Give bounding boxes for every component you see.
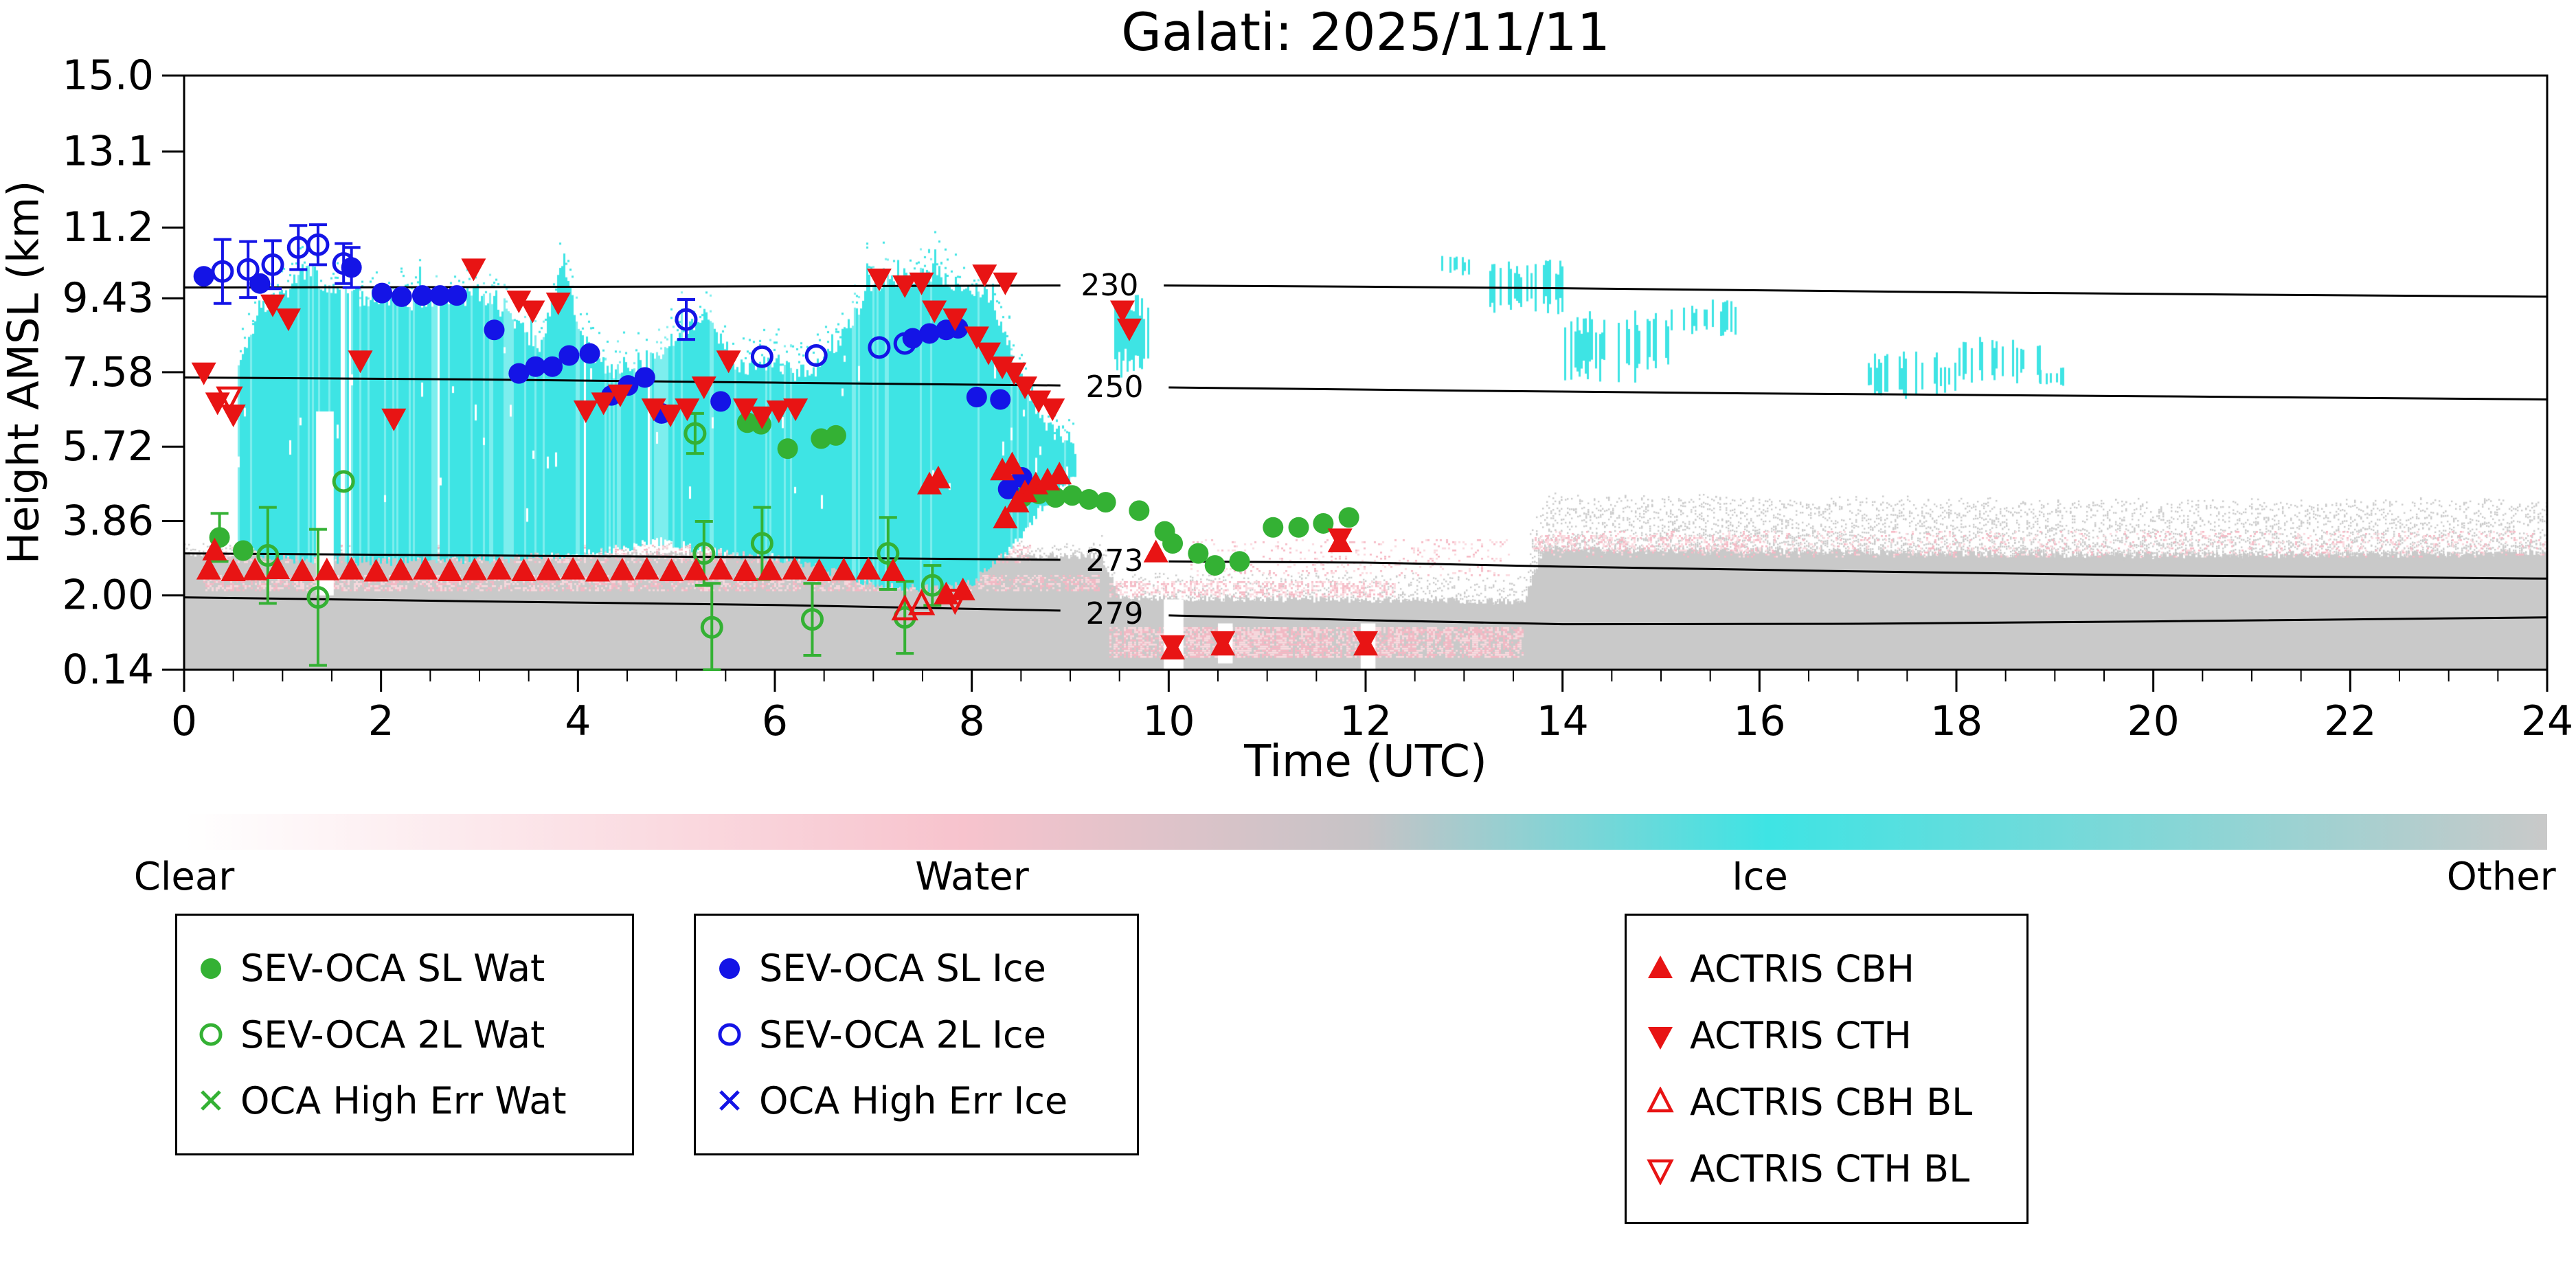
legend-marker-x-icon bbox=[719, 1090, 740, 1111]
legend-box-water: SEV-OCA SL Wat SEV-OCA 2L Wat OCA High Err… bbox=[175, 914, 634, 1155]
x-tick-label: 16 bbox=[1733, 697, 1785, 745]
y-tick-label: 13.1 bbox=[62, 128, 154, 176]
legend-item-label: ACTRIS CBH BL bbox=[1690, 1081, 1973, 1124]
legend-marker--icon bbox=[1648, 955, 1673, 978]
series-actris-cth-bl bbox=[216, 386, 969, 615]
legend-marker-open-icon bbox=[1647, 1086, 1674, 1112]
x-tick-label: 6 bbox=[762, 697, 788, 745]
y-tick-label: 5.72 bbox=[62, 422, 154, 471]
y-tick-label: 2.00 bbox=[62, 572, 154, 620]
series-actris-cbh bbox=[196, 451, 1378, 660]
x-tick-label: 10 bbox=[1142, 697, 1195, 745]
isotherm-label: 250 bbox=[1086, 370, 1144, 405]
y-tick-label: 7.58 bbox=[62, 348, 154, 396]
legend-marker-o-icon bbox=[719, 958, 740, 979]
x-tick-label: 0 bbox=[171, 697, 197, 745]
legend-box-ice: SEV-OCA SL Ice SEV-OCA 2L Ice OCA High Err… bbox=[694, 914, 1139, 1155]
y-axis-label: Height AMSL (km) bbox=[0, 180, 49, 565]
legend-marker-x-icon bbox=[201, 1090, 221, 1111]
legend-marker-vopen-icon bbox=[1647, 1159, 1674, 1185]
x-tick-label: 20 bbox=[2127, 697, 2179, 745]
legend-item: SEV-OCA 2L Ice bbox=[714, 1013, 1119, 1057]
isotherm-279: 279 bbox=[183, 596, 2548, 631]
legend-item-label: SEV-OCA 2L Wat bbox=[240, 1013, 545, 1057]
y-tick-label: 15.0 bbox=[62, 52, 154, 100]
x-tick-label: 22 bbox=[2324, 697, 2376, 745]
legend-item: ACTRIS CTH bbox=[1645, 1014, 2009, 1057]
legend-item-label: SEV-OCA 2L Ice bbox=[759, 1013, 1046, 1057]
legend-marker-v-icon bbox=[1648, 1026, 1673, 1050]
series-sev-oca-sl-ice bbox=[193, 246, 1032, 499]
legend-marker-oopen-icon bbox=[199, 1023, 223, 1046]
legend-item: OCA High Err Wat bbox=[195, 1079, 614, 1122]
legend-item-label: ACTRIS CBH bbox=[1690, 947, 1914, 991]
legend-marker-oopen-icon bbox=[718, 1023, 741, 1046]
y-tick-label: 3.86 bbox=[62, 497, 154, 545]
legend-item-label: SEV-OCA SL Wat bbox=[240, 947, 545, 991]
legend-item: SEV-OCA 2L Wat bbox=[195, 1013, 614, 1057]
y-tick-label: 0.14 bbox=[62, 646, 154, 694]
colorbar-label-ice: Ice bbox=[1732, 855, 1788, 899]
x-axis: 0 2 4 6 8 10 12 14 16 18 20 22 24 bbox=[171, 670, 2573, 745]
legend-item-label: ACTRIS CTH bbox=[1690, 1014, 1912, 1057]
x-tick-label: 18 bbox=[1930, 697, 1982, 745]
chart-title: Galati: 2025/11/11 bbox=[1121, 1, 1610, 63]
legend-item: ACTRIS CBH BL bbox=[1645, 1081, 2009, 1124]
x-tick-label: 8 bbox=[959, 697, 985, 745]
series-actris-cth bbox=[191, 258, 1378, 658]
legend-item-label: ACTRIS CTH BL bbox=[1690, 1147, 1970, 1190]
isotherm-label: 273 bbox=[1086, 543, 1144, 578]
x-axis-label: Time (UTC) bbox=[1244, 736, 1487, 787]
legend-item-label: SEV-OCA SL Ice bbox=[759, 947, 1046, 991]
legend-item: SEV-OCA SL Ice bbox=[714, 947, 1119, 990]
series-actris-cbh-bl bbox=[891, 589, 936, 621]
legend-item-label: OCA High Err Ice bbox=[759, 1078, 1068, 1122]
isotherm-230: 230 bbox=[183, 268, 2548, 303]
x-tick-label: 12 bbox=[1340, 697, 1392, 745]
colorbar-label-water: Water bbox=[915, 855, 1029, 899]
legend-marker-o-icon bbox=[201, 958, 221, 979]
colorbar-label-other: Other bbox=[2446, 855, 2556, 899]
series-sev-oca-2l-wat bbox=[256, 411, 944, 671]
y-tick-label: 11.2 bbox=[62, 203, 154, 251]
y-axis: 15.0 13.1 11.2 9.43 7.58 5.72 3.86 2.00 0.14 bbox=[62, 52, 184, 694]
legend-box-actris: ACTRIS CBH ACTRIS CTH ACTRIS CBH BL ACTRIS … bbox=[1625, 914, 2029, 1224]
legend-item: OCA High Err Ice bbox=[714, 1079, 1119, 1122]
x-tick-label: 2 bbox=[368, 697, 394, 745]
legend-item-label: OCA High Err Wat bbox=[240, 1078, 567, 1122]
series-sev-oca-2l-ice bbox=[211, 223, 916, 368]
series-sev-oca-sl-wat bbox=[209, 412, 1359, 576]
legend-item: SEV-OCA SL Wat bbox=[195, 947, 614, 990]
x-tick-label: 14 bbox=[1536, 697, 1588, 745]
x-tick-label: 4 bbox=[565, 697, 591, 745]
legend-item: ACTRIS CTH BL bbox=[1645, 1147, 2009, 1190]
legend-item: ACTRIS CBH bbox=[1645, 947, 2009, 991]
isotherm-label: 279 bbox=[1086, 596, 1144, 631]
colorbar-label-clear: Clear bbox=[133, 855, 235, 899]
y-tick-label: 9.43 bbox=[62, 274, 154, 322]
isotherm-273: 273 bbox=[183, 543, 2548, 580]
classification-colorbar bbox=[184, 814, 2547, 850]
isotherm-label: 230 bbox=[1081, 268, 1138, 303]
x-tick-label: 24 bbox=[2521, 697, 2573, 745]
